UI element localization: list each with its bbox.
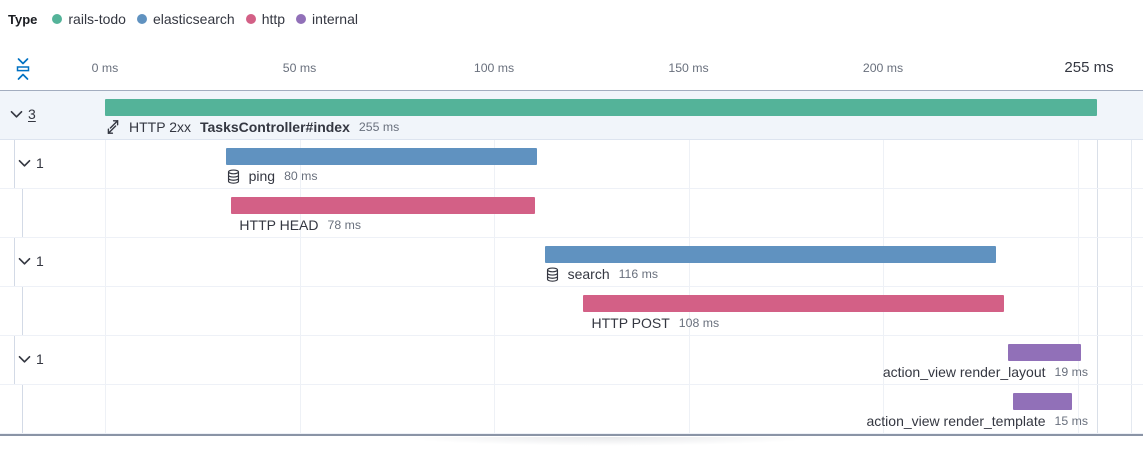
- legend-dot-icon: [245, 14, 256, 24]
- type-legend: Type rails-todo elasticsearch http internal: [8, 9, 369, 29]
- gridline-trace-end: [1097, 91, 1098, 434]
- legend-item-elasticsearch[interactable]: elasticsearch: [136, 9, 235, 29]
- axis-tick-label: 200 ms: [862, 61, 904, 75]
- legend-item-label: elasticsearch: [152, 11, 235, 27]
- accordion-toggle-button[interactable]: 1: [18, 155, 44, 171]
- span-label: action_view render_layout 19 ms: [883, 362, 1088, 382]
- span-row[interactable]: 1 action_view render_layout 19 ms: [0, 336, 1143, 385]
- collapse-all-button[interactable]: [10, 56, 36, 84]
- chevron-down-icon: [10, 110, 23, 118]
- span-duration: 108 ms: [678, 316, 720, 330]
- database-icon: [546, 266, 558, 282]
- legend-title: Type: [8, 11, 38, 27]
- fold-icon: [16, 58, 30, 80]
- database-icon: [227, 168, 239, 184]
- accordion-toggle-button[interactable]: 3: [10, 106, 36, 122]
- transaction-name: TasksController#index: [199, 119, 350, 135]
- chevron-down-icon: [18, 355, 31, 363]
- bottom-shadow: [320, 437, 900, 449]
- span-bar[interactable]: [1007, 344, 1082, 361]
- span-row[interactable]: HTTP POST 108 ms: [0, 287, 1143, 336]
- chevron-down-icon: [18, 159, 31, 167]
- legend-items: rails-todo elasticsearch http internal: [52, 9, 369, 29]
- children-count: 1: [36, 155, 44, 171]
- legend-dot-icon: [136, 14, 147, 24]
- tree-guide-line: [22, 287, 23, 335]
- span-bar[interactable]: [231, 197, 535, 214]
- gridline: [1077, 91, 1079, 434]
- span-label: action_view render_template 15 ms: [867, 411, 1089, 431]
- span-name: action_view render_template: [866, 413, 1046, 429]
- transaction-row[interactable]: 3 HTTP 2xx TasksController#index 255 ms: [0, 91, 1143, 140]
- time-axis: 0 ms 50 ms 100 ms 150 ms 200 ms 255 ms: [0, 59, 1143, 81]
- legend-item-internal[interactable]: internal: [296, 9, 358, 29]
- gridline: [105, 91, 106, 434]
- span-duration: 80 ms: [284, 169, 318, 183]
- axis-tick-label: 100 ms: [473, 61, 515, 75]
- tree-guide-line: [14, 336, 15, 384]
- tree-guide-line: [14, 140, 15, 188]
- span-row[interactable]: 1 ping 80 ms: [0, 140, 1143, 189]
- span-duration: 255 ms: [358, 120, 400, 134]
- span-name: HTTP POST: [591, 315, 670, 331]
- legend-item-rails-todo[interactable]: rails-todo: [52, 9, 126, 29]
- axis-tick-label: 150 ms: [668, 61, 709, 75]
- span-duration: 78 ms: [327, 218, 362, 232]
- transaction-result: HTTP 2xx: [129, 119, 191, 135]
- children-count: 1: [36, 253, 44, 269]
- span-bar[interactable]: [225, 148, 537, 165]
- span-bar[interactable]: [583, 295, 1004, 312]
- tree-guide-line: [22, 385, 23, 433]
- children-count: 3: [28, 106, 36, 122]
- span-name: HTTP HEAD: [239, 217, 319, 233]
- accordion-toggle-button[interactable]: 1: [18, 351, 44, 367]
- gridline: [494, 91, 496, 434]
- legend-item-label: http: [261, 11, 286, 27]
- plot-right-edge-line: [1131, 140, 1132, 434]
- merge-arrows-icon: [107, 120, 119, 134]
- span-name: ping: [248, 168, 276, 184]
- waterfall-chart: 3 HTTP 2xx TasksController#index 255 ms 1 …: [0, 90, 1143, 436]
- span-label: search 116 ms: [545, 264, 658, 284]
- span-duration: 19 ms: [1054, 365, 1089, 379]
- span-row[interactable]: HTTP HEAD 78 ms: [0, 189, 1143, 238]
- tree-guide-line: [14, 238, 15, 286]
- children-count: 1: [36, 351, 44, 367]
- tree-guide-line: [22, 189, 23, 237]
- span-label: HTTP HEAD 78 ms: [239, 215, 361, 235]
- legend-dot-icon: [296, 14, 307, 24]
- axis-tick-label: 50 ms: [282, 61, 317, 75]
- legend-item-label: internal: [312, 11, 358, 27]
- transaction-bar[interactable]: [105, 99, 1097, 116]
- span-name: search: [567, 266, 610, 282]
- span-row[interactable]: action_view render_template 15 ms: [0, 385, 1143, 434]
- span-duration: 116 ms: [618, 267, 659, 281]
- axis-end-label: 255 ms: [1064, 59, 1114, 76]
- legend-item-http[interactable]: http: [245, 9, 286, 29]
- accordion-toggle-button[interactable]: 1: [18, 253, 44, 269]
- span-label: HTTP 2xx TasksController#index 255 ms: [105, 117, 399, 137]
- span-row[interactable]: 1 search 116 ms: [0, 238, 1143, 287]
- span-bar[interactable]: [544, 246, 996, 263]
- span-label: HTTP POST 108 ms: [591, 313, 719, 333]
- span-bar[interactable]: [1013, 393, 1072, 410]
- legend-item-label: rails-todo: [68, 11, 126, 27]
- span-label: ping 80 ms: [226, 166, 318, 186]
- axis-tick-label: 0 ms: [91, 61, 119, 75]
- gridline: [299, 91, 301, 434]
- span-duration: 15 ms: [1054, 414, 1089, 428]
- chevron-down-icon: [18, 257, 31, 265]
- span-name: action_view render_layout: [882, 364, 1046, 380]
- legend-dot-icon: [52, 14, 63, 24]
